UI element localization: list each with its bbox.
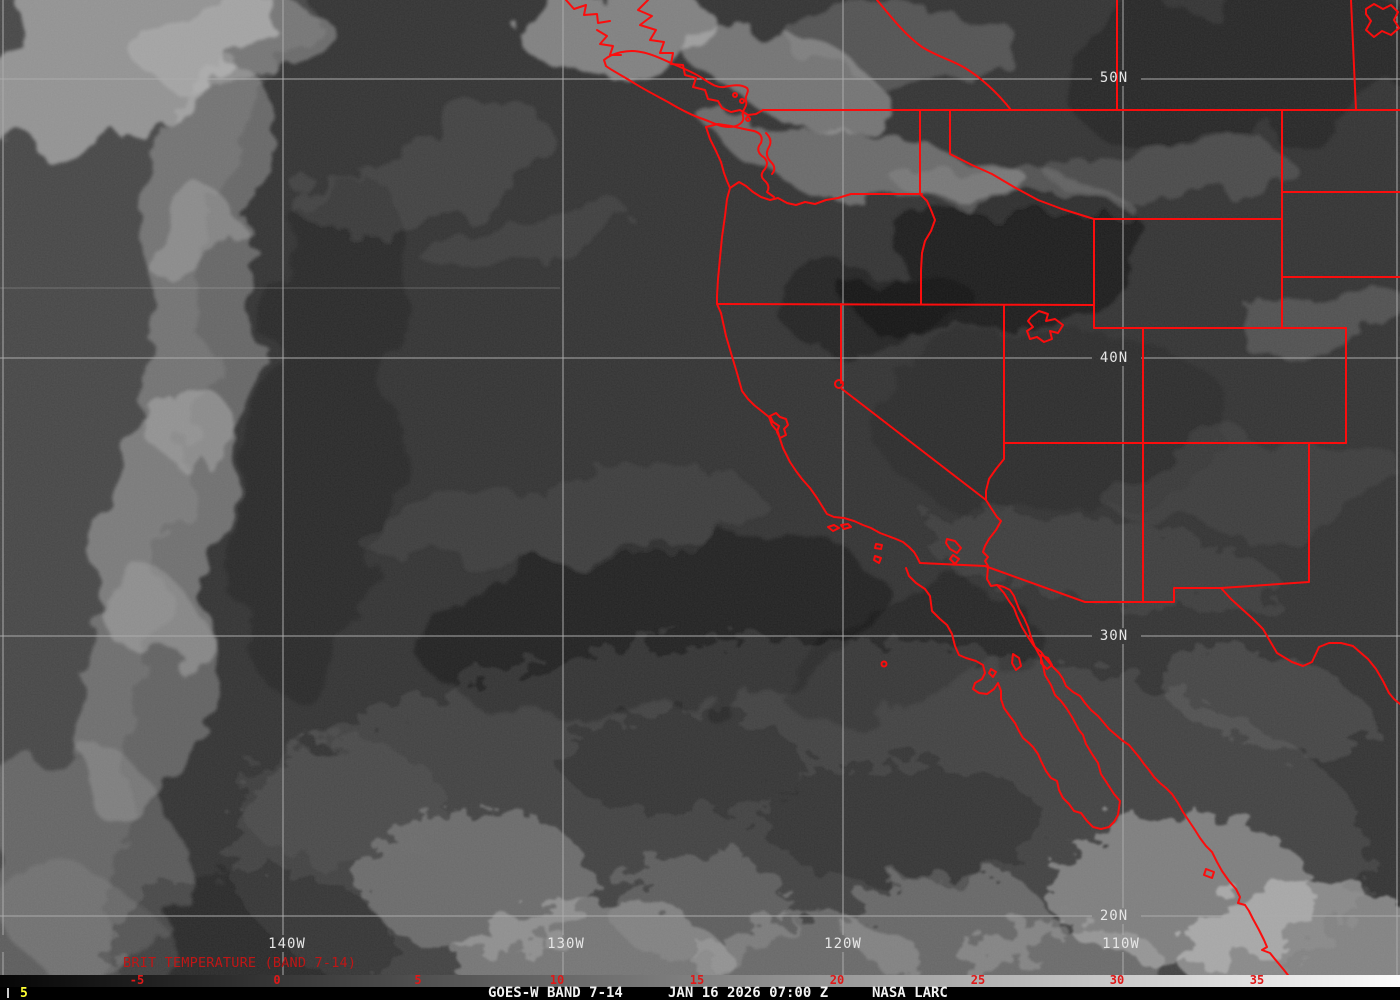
latitude-label: 30N: [1099, 628, 1129, 644]
id-mt-border: [949, 109, 1095, 220]
isla-cedros: [988, 668, 997, 678]
longitude-label: 130W: [547, 936, 585, 952]
colorbar-tick-value: 20: [829, 973, 845, 987]
isla-angel-de-la-guarda: [1011, 653, 1022, 671]
colorbar-tick-value: 15: [689, 973, 705, 987]
ca-mexico-border: [919, 562, 986, 567]
strait-juan-de-fuca: [705, 123, 755, 132]
latitude-label: 20N: [1099, 908, 1129, 924]
colorbar-tick-value: 35: [1249, 973, 1265, 987]
border-42n: [716, 303, 1095, 306]
great-salt-lake: [1026, 310, 1064, 343]
or-id-border-snake: [919, 193, 936, 305]
wa-or-border-columbia: [729, 181, 923, 206]
caption-bar: 5 GOES-W BAND 7-14 JAN 16 2026 07:00 Z NAS…: [0, 985, 1400, 1000]
isla-tiburon: [1040, 654, 1053, 670]
colorbar-tick-value: 5: [414, 973, 422, 987]
sonora-sinaloa-coast: [996, 584, 1327, 1000]
baja-east-coast: [986, 566, 1121, 823]
latitude-label: 50N: [1099, 70, 1129, 86]
channel-island: [840, 523, 852, 530]
gulf-island: [732, 92, 738, 98]
colorado-river-border: [982, 442, 1005, 567]
lake-tahoe: [834, 379, 844, 389]
puget-sound-inner: [765, 132, 776, 175]
saskatchewan-lake: [1365, 3, 1400, 38]
longitude-label: 120W: [824, 936, 862, 952]
rio-grande-border: [1220, 587, 1400, 705]
caption-text: NASA LARC: [872, 985, 948, 1000]
colorbar-tick-value: 25: [970, 973, 986, 987]
caption-bar-tick: [7, 988, 9, 998]
latitude-label: 40N: [1099, 350, 1129, 366]
caption-left-value: 5: [20, 986, 28, 1000]
san-juan-island: [745, 116, 751, 122]
brightness-temperature-colorbar: [0, 975, 1400, 987]
baja-west-coast: [905, 567, 1115, 830]
santa-catalina-island: [945, 538, 962, 554]
gridlines: [0, 0, 1400, 975]
colorbar-tick-value: -5: [129, 973, 145, 987]
caption-text: JAN 16 2026 07:00 Z: [668, 985, 829, 1000]
puget-sound: [753, 130, 775, 198]
vancouver-island-outline: [603, 50, 749, 128]
colorbar-tick-value: 0: [273, 973, 281, 987]
ca-nv-border-diagonal: [841, 388, 987, 501]
bc-fjord-coastline: [637, 0, 764, 116]
islas-marias: [1203, 868, 1215, 879]
bc-alberta-divide: [876, 0, 1012, 111]
gulf-island: [739, 98, 745, 104]
channel-island: [827, 524, 840, 532]
pacific-coastline: [705, 126, 921, 564]
az-mexico-border: [984, 565, 1144, 603]
nm-bootheel-border: [1142, 587, 1222, 603]
nm-tx-border: [1220, 442, 1310, 589]
map-boundaries: [565, 0, 1400, 1000]
longitude-label: 140W: [268, 936, 306, 952]
channel-island: [874, 543, 883, 550]
caption-text: GOES-W BAND 7-14: [488, 985, 623, 1000]
channel-island: [873, 555, 882, 564]
bc-fjord-inlets: [565, 0, 611, 24]
colorbar-tick-value: 30: [1109, 973, 1125, 987]
saskatchewan-manitoba-border: [1350, 0, 1357, 111]
product-annotation: BRIT TEMPERATURE (BAND 7-14): [123, 955, 357, 971]
san-francisco-bay: [769, 412, 789, 439]
longitude-label: 110W: [1102, 936, 1140, 952]
isla-guadalupe: [880, 660, 888, 668]
colorbar-tick-value: 10: [549, 973, 565, 987]
